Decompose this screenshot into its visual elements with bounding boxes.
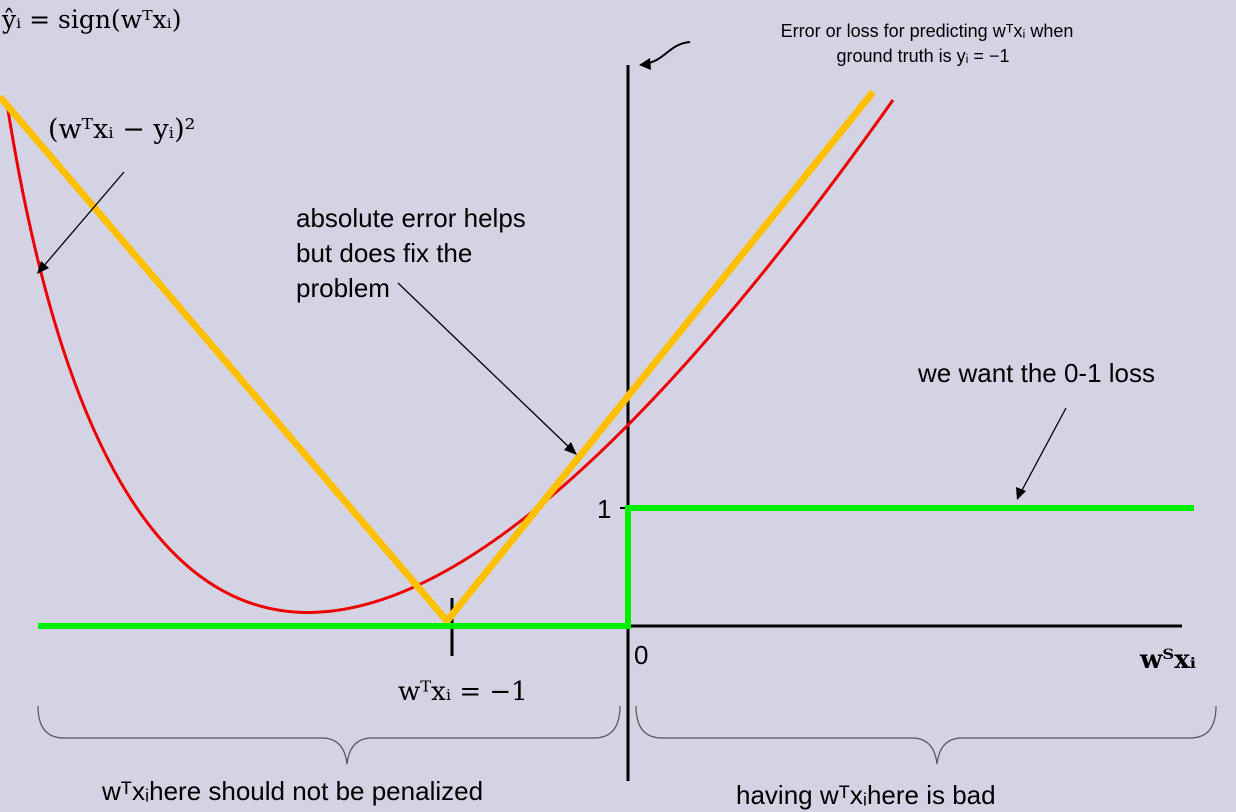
x-axis-label: wᵀxᵢ (1139, 645, 1196, 675)
left-curly-brace-icon (37, 705, 621, 765)
loss-caption-line1: Error or loss for predicting wᵀxᵢ when (781, 21, 1074, 41)
squared-loss-label: (wᵀxᵢ − yᵢ)² (48, 114, 195, 145)
right-brace-note: having wᵀxᵢhere is bad (736, 780, 996, 810)
zero-one-note: we want the 0-1 loss (917, 358, 1155, 388)
x-tick-minus-one-label: wᵀxᵢ = −1 (398, 677, 528, 707)
prediction-rule: ŷᵢ = sign(wᵀxᵢ) (1, 5, 181, 34)
left-brace-note: wᵀxᵢhere should not be penalized (101, 776, 483, 806)
x-tick-zero: 0 (634, 640, 648, 670)
squared-pointer-arrow (37, 171, 125, 274)
absolute-loss-curve (0, 89, 876, 627)
absolute-note-line3: problem (296, 273, 390, 303)
zero-one-loss-curve (38, 505, 1194, 629)
y-tick-one: 1 (597, 494, 611, 524)
absolute-pointer-arrow (397, 282, 577, 455)
absolute-note-line1: absolute error helps (296, 203, 526, 233)
zero-one-pointer-arrow (1016, 407, 1067, 500)
right-curly-brace-icon (635, 705, 1217, 765)
curved-arrow-icon (639, 41, 691, 70)
squared-loss-curve (6, 99, 895, 614)
loss-caption-line2: ground truth is yᵢ = −1 (837, 46, 1010, 66)
absolute-note-line2: but does fix the (296, 238, 472, 268)
